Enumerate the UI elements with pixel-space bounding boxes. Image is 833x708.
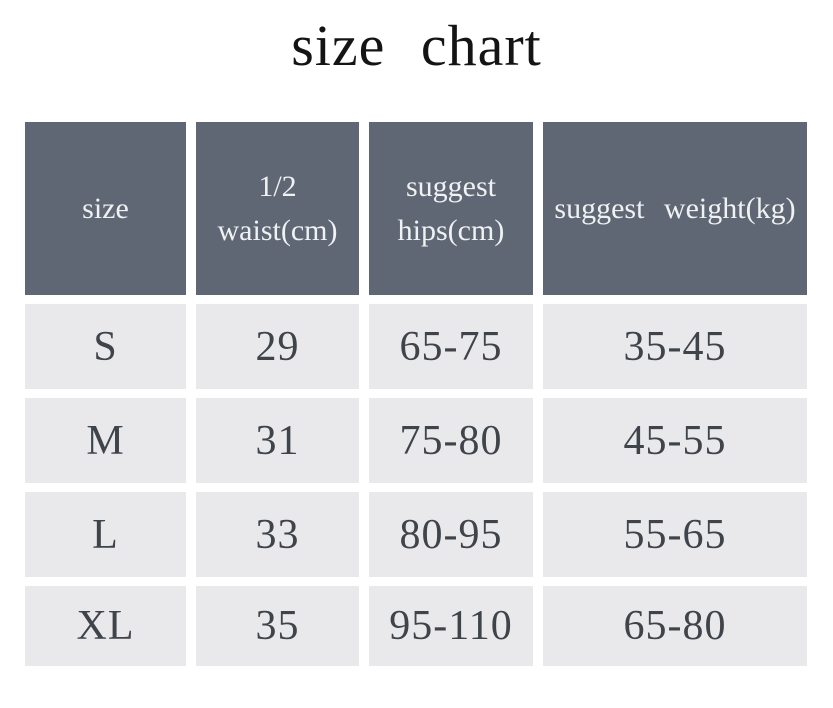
table-cell-weight-m: 45-55 (543, 398, 807, 483)
table-cell-hips-l: 80-95 (369, 492, 533, 577)
table-cell-hips-s: 65-75 (369, 304, 533, 389)
table-cell-waist-l: 33 (196, 492, 359, 577)
table-cell-hips-xl: 95-110 (369, 586, 533, 666)
table-cell-hips-m: 75-80 (369, 398, 533, 483)
table-cell-waist-m: 31 (196, 398, 359, 483)
table-cell-waist-s: 29 (196, 304, 359, 389)
column-header-waist-line1: 1/2 (258, 169, 297, 203)
table-cell-weight-l: 55-65 (543, 492, 807, 577)
column-header-hips-line2: hips(cm) (397, 213, 505, 247)
column-header-size: size (25, 122, 186, 295)
column-header-size-label: size (82, 191, 129, 225)
table-cell-weight-xl: 65-80 (543, 586, 807, 666)
table-cell-weight-s: 35-45 (543, 304, 807, 389)
page-title: size chart (291, 13, 542, 78)
column-header-waist: 1/2 waist(cm) (196, 122, 359, 295)
table-cell-size-s: S (25, 304, 186, 389)
table-cell-size-l: L (25, 492, 186, 577)
column-header-weight-label: suggest weight(kg) (554, 191, 796, 225)
column-header-weight: suggest weight(kg) (543, 122, 807, 295)
size-chart-table: size 1/2 waist(cm) suggest hips(cm) sugg… (25, 122, 807, 666)
column-header-hips: suggest hips(cm) (369, 122, 533, 295)
table-cell-size-xl: XL (25, 586, 186, 666)
column-header-hips-line1: suggest (406, 169, 496, 203)
table-cell-waist-xl: 35 (196, 586, 359, 666)
column-header-waist-line2: waist(cm) (217, 213, 338, 247)
table-cell-size-m: M (25, 398, 186, 483)
